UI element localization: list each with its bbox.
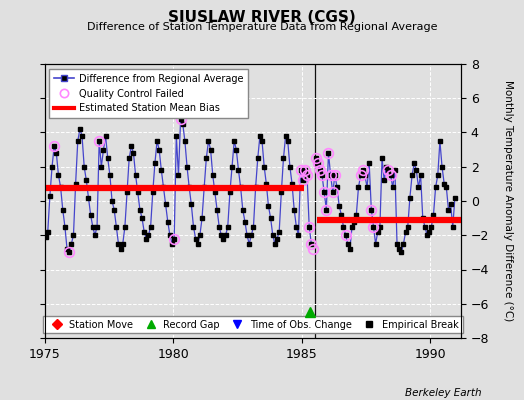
Text: Berkeley Earth: Berkeley Earth xyxy=(406,388,482,398)
Text: Difference of Station Temperature Data from Regional Average: Difference of Station Temperature Data f… xyxy=(87,22,437,32)
Y-axis label: Monthly Temperature Anomaly Difference (°C): Monthly Temperature Anomaly Difference (… xyxy=(503,80,513,322)
Legend: Station Move, Record Gap, Time of Obs. Change, Empirical Break: Station Move, Record Gap, Time of Obs. C… xyxy=(43,316,463,334)
Text: SIUSLAW RIVER (CGS): SIUSLAW RIVER (CGS) xyxy=(168,10,356,25)
